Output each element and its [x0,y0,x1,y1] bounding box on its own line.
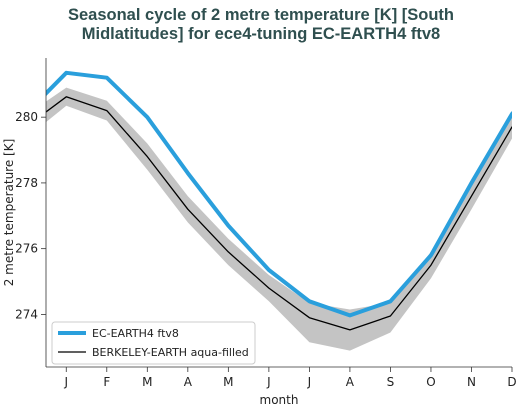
berkeley-earth-range-band [46,87,512,351]
chart-title-line1: Seasonal cycle of 2 metre temperature [K… [67,6,455,24]
chart-title-line2: Midlatitudes] for ece4-tuning EC-EARTH4 … [81,25,441,43]
x-tick-label: O [426,375,435,389]
x-tick-label: M [142,375,152,389]
x-tick-label: D [507,375,516,389]
y-tick-label: 280 [15,110,38,124]
y-tick-label: 278 [15,176,38,190]
berkeley-earth-line [46,96,512,331]
ec-earth4-line [46,70,512,318]
y-tick-label: 276 [15,242,38,256]
x-tick-label: F [103,375,110,389]
x-tick-label: A [346,375,355,389]
x-tick-label: M [223,375,233,389]
chart-title: Seasonal cycle of 2 metre temperature [K… [0,6,522,44]
legend: EC-EARTH4 ftv8 BERKELEY-EARTH aqua-fille… [51,321,256,365]
y-tick-label: 274 [15,307,38,321]
legend-frame [51,321,256,365]
x-axis-label: month [260,393,299,407]
x-tick-label: S [387,375,395,389]
x-tick-label: N [467,375,476,389]
x-tick-label: J [307,375,312,389]
legend-label-ec-earth4: EC-EARTH4 ftv8 [92,327,179,340]
x-tick-label: J [63,375,68,389]
plot-area [46,70,512,351]
x-tick-label: J [266,375,271,389]
legend-label-berkeley-earth: BERKELEY-EARTH aqua-filled [92,346,249,359]
y-axis-label: 2 metre temperature [K] [2,139,16,287]
x-tick-label: A [184,375,193,389]
